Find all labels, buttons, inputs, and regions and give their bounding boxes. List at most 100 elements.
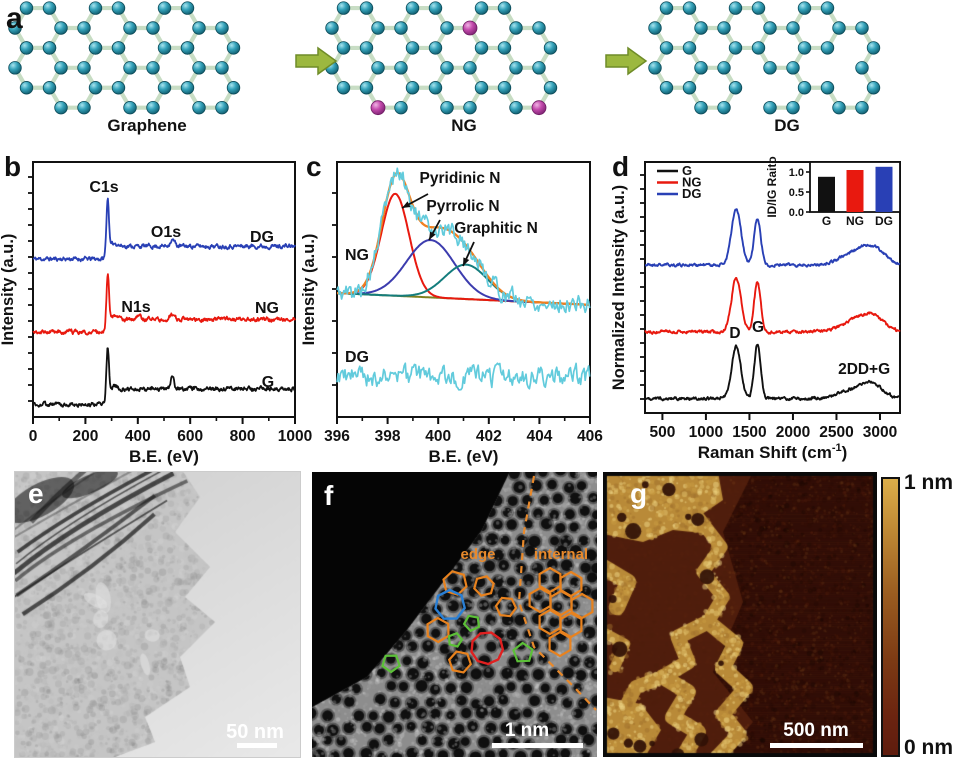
inset-y-tick-label: 0.5: [789, 187, 804, 199]
carbon-atom: [866, 41, 881, 55]
carbon-atom: [659, 1, 674, 15]
carbon-atom: [474, 41, 489, 55]
carbon-atom: [820, 1, 835, 15]
carbon-atom: [226, 41, 241, 55]
internal-hexagon-marker: [549, 589, 573, 617]
carbon-atom: [336, 41, 351, 55]
x-tick-label: 400: [425, 428, 451, 445]
x-axis-title: B.E. (eV): [129, 447, 199, 466]
carbon-atom: [111, 41, 126, 55]
sample-label-ng: NG: [345, 247, 369, 264]
stem-image: [312, 472, 597, 757]
carbon-atom: [123, 21, 137, 35]
carbon-atom: [371, 61, 385, 75]
lattice: [648, 1, 881, 115]
component-label: Graphitic N: [454, 220, 538, 237]
internal-hexagon-marker: [528, 586, 552, 614]
legend-label: G: [682, 163, 692, 178]
carbon-atom: [226, 81, 241, 95]
component-label: Pyrrolic N: [426, 198, 499, 215]
carbon-atom: [751, 1, 766, 15]
carbon-atom: [694, 61, 708, 75]
carbon-atom: [855, 61, 869, 75]
raman-curve-DG: [644, 208, 901, 268]
carbon-atom: [428, 81, 443, 95]
transform-arrow-icon: [295, 46, 338, 76]
carbon-atom: [509, 100, 523, 115]
inset-y-tick-label: 0.0: [789, 207, 804, 219]
carbon-atom: [157, 1, 172, 15]
xps-curve-DG: [32, 197, 296, 263]
edge-internal-divider: [517, 475, 597, 711]
carbon-atom: [659, 41, 674, 55]
carbon-atom: [659, 81, 674, 95]
carbon-atom: [855, 21, 869, 35]
carbon-atom: [8, 61, 22, 75]
carbon-atom: [428, 1, 443, 15]
carbon-atom: [648, 21, 662, 35]
carbon-atom: [786, 21, 800, 35]
carbon-atom: [371, 21, 385, 35]
carbon-atom: [648, 61, 662, 75]
carbon-atom: [463, 61, 477, 75]
peak-label: C1s: [89, 179, 118, 196]
carbon-atom: [728, 41, 743, 55]
carbon-atom: [359, 1, 374, 15]
x-tick-label: 1000: [689, 424, 723, 441]
carbon-atom: [866, 81, 881, 95]
panel-f-label: f: [324, 480, 334, 511]
pentagon-marker: [447, 631, 464, 648]
x-tick-label: 800: [230, 428, 256, 445]
carbon-atom: [19, 41, 34, 55]
carbon-atom: [77, 61, 91, 75]
internal-hexagon-marker: [570, 592, 594, 620]
panel-d-chart: 500 1000 1500 2000 2500 3000 Raman Shift (cm-1…: [610, 156, 901, 462]
inset-category-label: NG: [846, 214, 864, 228]
carbon-atom: [146, 61, 160, 75]
carbon-atom: [192, 21, 206, 35]
legend-label: DG: [682, 186, 702, 201]
colorbar-min-label: 0 nm: [904, 736, 954, 759]
carbon-atom: [820, 41, 835, 55]
carbon-atom: [215, 21, 229, 35]
peak-label: DG: [250, 229, 274, 246]
edge-region-label: edge: [460, 546, 496, 563]
panel-c-chart: 396 398 400 402 404 406 B.E. (eV) Intensity (a.…: [300, 161, 603, 466]
fit-envelope: [336, 171, 591, 306]
carbon-atom: [359, 41, 374, 55]
carbon-atom: [832, 21, 846, 35]
y-axis-title: Normalized Intensity (a.u.): [610, 185, 628, 390]
carbon-atom: [832, 100, 846, 115]
peak-label: O1s: [151, 224, 181, 241]
nitrogen-atom: [370, 100, 386, 116]
afm-image: [603, 472, 877, 757]
carbon-atom: [694, 21, 708, 35]
carbon-atom: [797, 81, 812, 95]
inset-y-axis-title: ID/IG Raito: [765, 156, 779, 217]
carbon-atom: [428, 41, 443, 55]
x-tick-label: 402: [476, 428, 502, 445]
large-ring-marker: [470, 631, 505, 666]
carbon-atom: [157, 81, 172, 95]
x-tick-label: 2000: [776, 424, 810, 441]
carbon-atom: [394, 100, 408, 115]
inset-category-label: DG: [875, 214, 893, 228]
scalebar-f-text: 1 nm: [504, 720, 550, 741]
pentagon-marker: [512, 641, 534, 663]
transform-arrow-icon: [605, 46, 648, 76]
xps-curve-G: [32, 347, 296, 408]
carbon-atom: [463, 100, 477, 115]
legend-label: NG: [682, 175, 702, 190]
carbon-atom: [394, 21, 408, 35]
internal-hexagon-marker: [538, 608, 562, 636]
carbon-atom: [394, 61, 408, 75]
carbon-atom: [797, 41, 812, 55]
scalebar-g: [770, 743, 863, 748]
carbon-atom: [180, 1, 195, 15]
carbon-atom: [77, 100, 91, 115]
carbon-atom: [509, 21, 523, 35]
x-tick-label: 200: [72, 428, 98, 445]
carbon-atom: [682, 41, 697, 55]
panel-a-label: a: [6, 2, 23, 35]
scalebar-g-text: 500 nm: [783, 720, 849, 741]
